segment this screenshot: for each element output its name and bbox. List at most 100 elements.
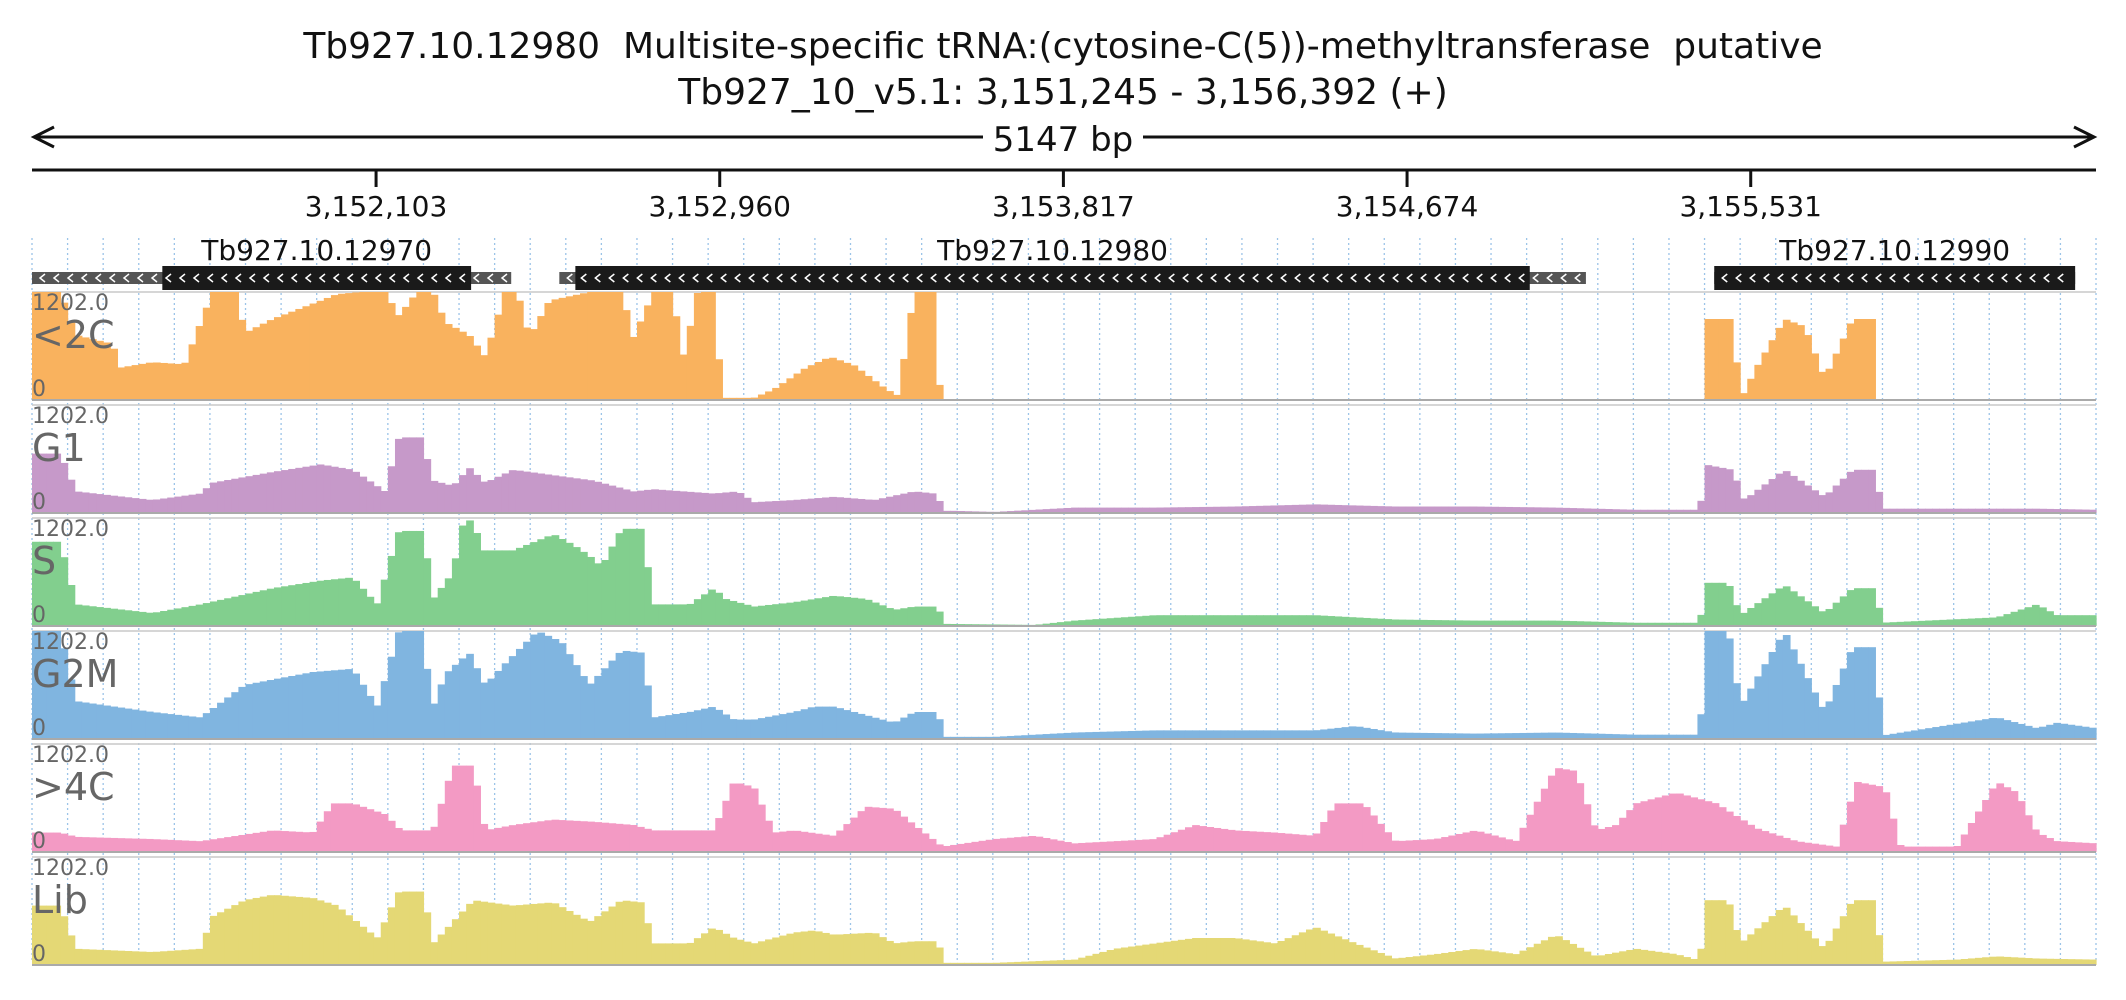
coverage-bar xyxy=(1918,729,1926,739)
coverage-bar xyxy=(67,935,76,965)
coverage-bar xyxy=(380,579,389,626)
coverage-bar xyxy=(1227,506,1236,513)
coverage-bar xyxy=(1562,732,1570,739)
coverage-bar xyxy=(928,941,937,965)
track-ymin-label: 0 xyxy=(32,377,46,402)
coverage-bar xyxy=(1626,622,1634,626)
track-ymin-label: 0 xyxy=(32,716,46,741)
coverage-bar xyxy=(1362,727,1371,739)
coverage-bar xyxy=(238,595,247,626)
gene-label: Tb927.10.12990 xyxy=(1778,234,2010,267)
coverage-bar xyxy=(615,652,624,739)
coverage-bar xyxy=(615,901,624,965)
coverage-bar xyxy=(1946,846,1955,852)
coverage-bar xyxy=(2074,959,2083,965)
coverage-bar xyxy=(1939,725,1948,739)
coverage-bar xyxy=(1882,622,1891,626)
coverage-bar xyxy=(1647,734,1656,739)
coverage-bar xyxy=(1263,505,1271,513)
coverage-bar xyxy=(124,610,133,626)
coverage-bar xyxy=(195,948,204,965)
coverage-bar xyxy=(537,539,546,626)
coverage-bar xyxy=(772,715,780,739)
coverage-bar xyxy=(1597,621,1606,626)
coverage-bar xyxy=(416,891,425,965)
coverage-bar xyxy=(1547,936,1556,965)
coverage-bar xyxy=(2081,726,2090,739)
coverage-bar xyxy=(1405,732,1414,739)
coverage-bar xyxy=(167,609,175,626)
coverage-bar xyxy=(2010,508,2019,513)
coverage-bar xyxy=(1277,615,1286,626)
coverage-bar xyxy=(907,312,916,400)
coverage-bar xyxy=(629,824,638,852)
coverage-bar xyxy=(651,717,659,739)
figure-title: Tb927.10.12980 Multisite-specific tRNA:(… xyxy=(303,26,1823,67)
coverage-bar xyxy=(2003,614,2012,626)
coverage-bar xyxy=(1946,724,1955,739)
coverage-bar xyxy=(1733,815,1741,852)
coverage-bar xyxy=(288,585,296,626)
coverage-bar xyxy=(1135,507,1143,513)
coverage-bar xyxy=(757,804,766,852)
coverage-bar xyxy=(786,500,795,513)
coverage-bar xyxy=(1419,732,1428,739)
coverage-bar xyxy=(380,922,389,965)
track-name: <2C xyxy=(32,313,115,357)
coverage-bar xyxy=(188,344,197,400)
coverage-bar xyxy=(1206,827,1215,852)
strand-chevron xyxy=(720,273,727,283)
coverage-bar xyxy=(1640,949,1649,965)
coverage-bar xyxy=(1932,846,1941,852)
coverage-bar xyxy=(1761,922,1770,965)
coverage-bar xyxy=(1078,842,1086,852)
coverage-bar xyxy=(437,803,446,852)
coverage-bar xyxy=(473,345,481,400)
coverage-bar xyxy=(1825,608,1834,626)
coverage-bar xyxy=(487,902,496,965)
coverage-bar xyxy=(1775,588,1784,626)
coverage-bar xyxy=(1405,957,1414,965)
coverage-bar xyxy=(295,308,304,400)
coverage-bar xyxy=(1149,615,1158,626)
coverage-bar xyxy=(224,598,232,626)
coverage-bar xyxy=(451,327,460,400)
coverage-bar xyxy=(693,599,702,626)
coverage-bar xyxy=(1505,733,1513,739)
coverage-bar xyxy=(152,362,161,400)
coverage-bar xyxy=(601,911,610,965)
coverage-bar xyxy=(245,593,254,626)
coverage-bar xyxy=(67,679,76,739)
coverage-bar xyxy=(1647,622,1656,626)
coverage-bar xyxy=(2017,801,2026,852)
coverage-bar xyxy=(679,354,688,400)
coverage-bar xyxy=(352,804,360,852)
coverage-bar xyxy=(1434,506,1442,513)
coverage-bar xyxy=(772,501,780,513)
coverage-bar xyxy=(1697,799,1706,852)
coverage-bar xyxy=(1305,504,1314,513)
coverage-bar xyxy=(729,397,738,400)
coverage-bar xyxy=(1868,588,1876,626)
coverage-bar xyxy=(387,466,396,513)
coverage-bar xyxy=(1811,606,1820,626)
coverage-bar xyxy=(288,675,296,739)
coverage-bar xyxy=(871,602,880,626)
coverage-bar xyxy=(103,607,111,626)
coverage-bar xyxy=(1590,733,1599,739)
coverage-bar xyxy=(1882,961,1891,965)
coverage-bar xyxy=(900,358,909,400)
coverage-bar xyxy=(1768,479,1777,513)
coverage-bar xyxy=(259,681,268,739)
coverage-bar xyxy=(1049,839,1058,852)
coverage-bar xyxy=(1839,596,1848,626)
coverage-bar xyxy=(494,827,503,852)
coverage-bar xyxy=(750,943,759,965)
coverage-bar xyxy=(572,547,581,626)
coverage-bar xyxy=(1249,940,1257,965)
coverage-bar xyxy=(152,839,161,852)
coverage-bar xyxy=(387,907,396,965)
coverage-bar xyxy=(679,712,688,739)
coverage-bar xyxy=(1035,836,1044,852)
